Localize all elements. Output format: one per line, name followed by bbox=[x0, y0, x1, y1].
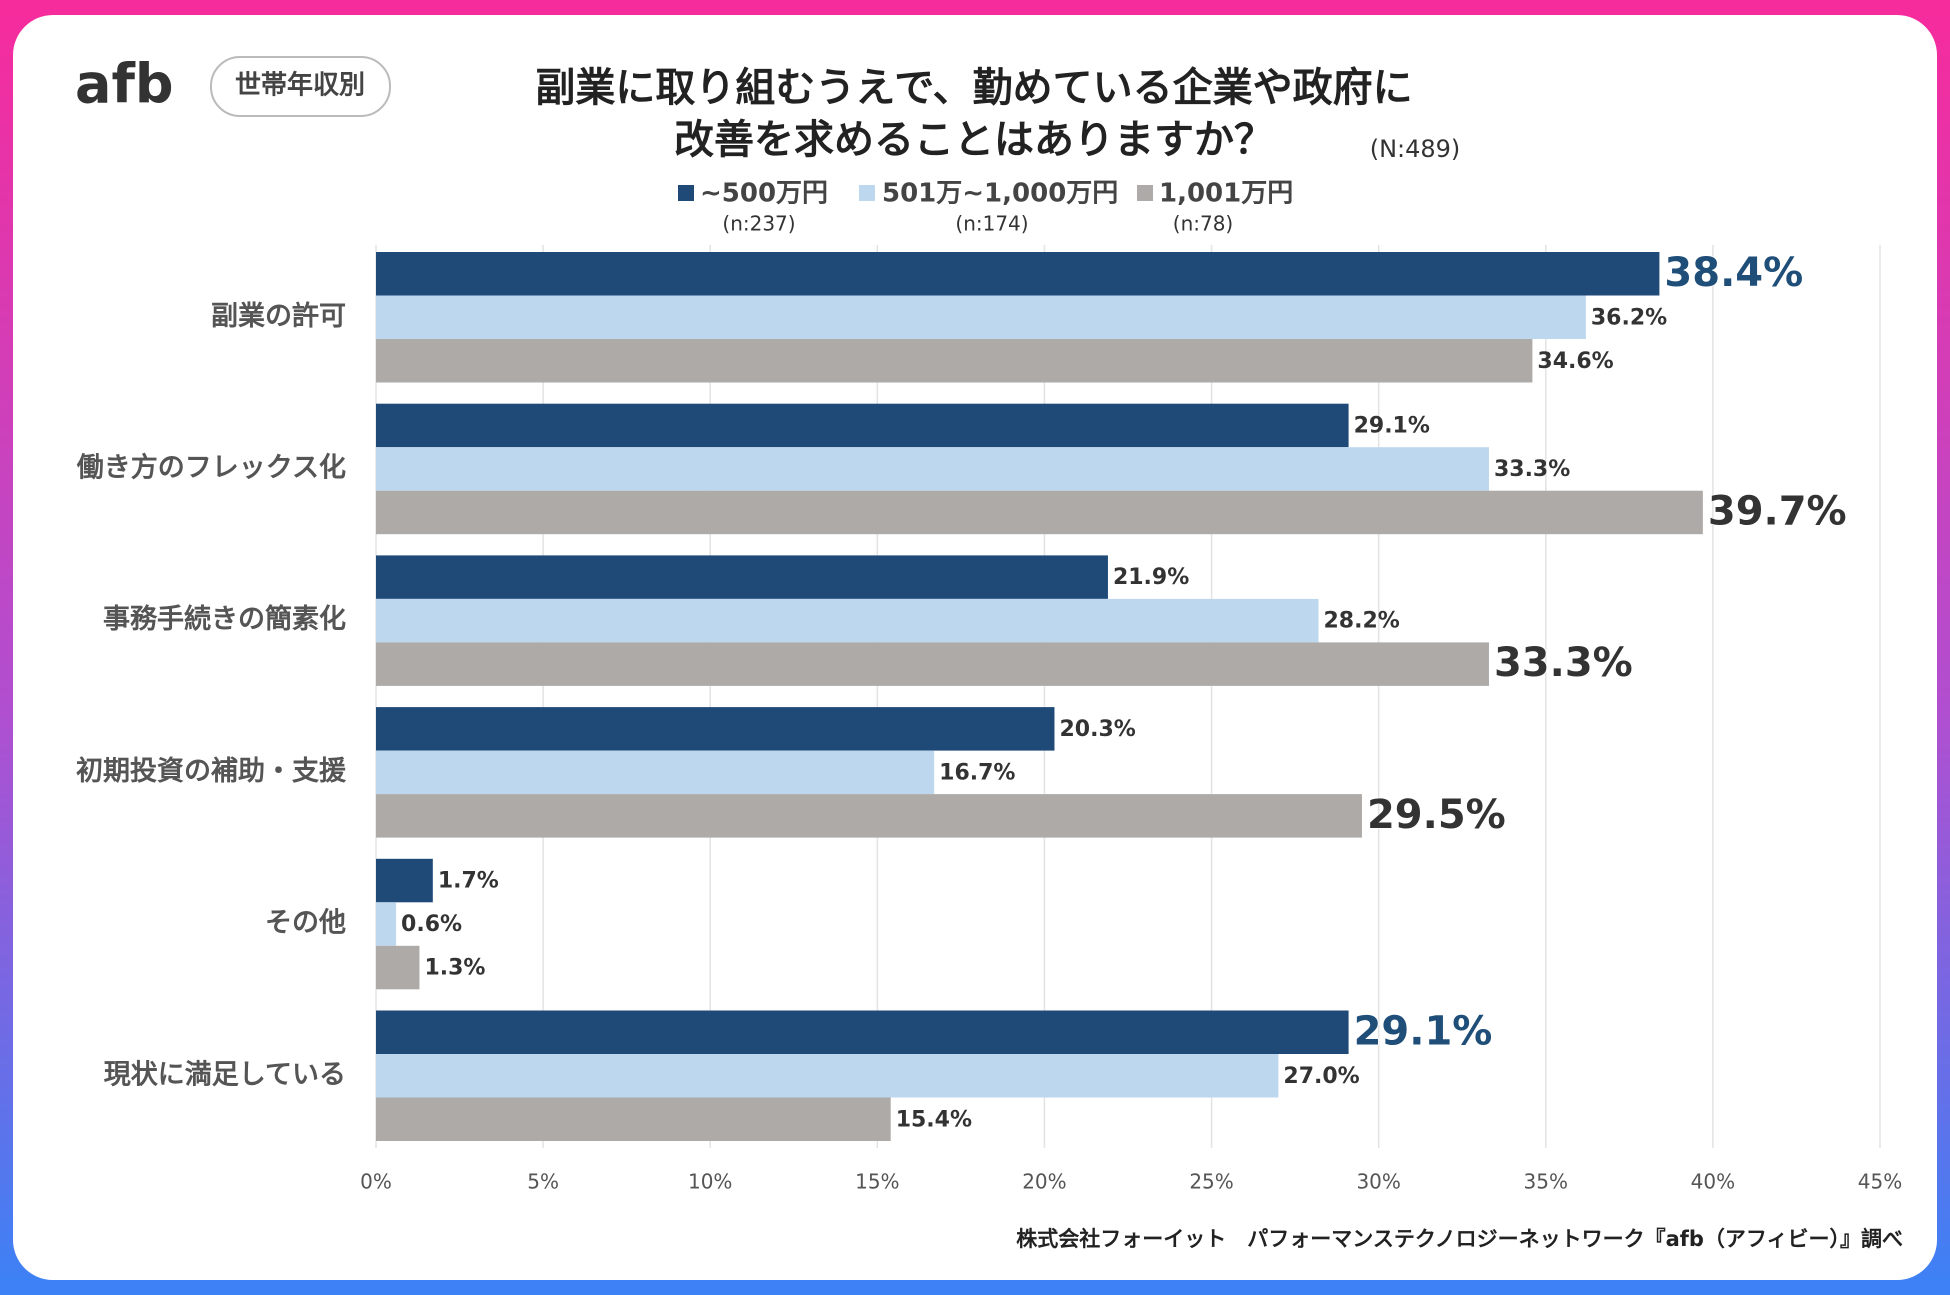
y-tick-label: 初期投資の補助・支援 bbox=[76, 756, 347, 787]
bar bbox=[376, 1097, 891, 1141]
legend-swatch bbox=[678, 185, 694, 201]
legend-sample: (n:174) bbox=[955, 212, 1028, 236]
x-tick-label: 35% bbox=[1524, 1170, 1568, 1194]
x-tick-label: 10% bbox=[688, 1170, 732, 1194]
title-line: 改善を求めることはありますか？ bbox=[674, 117, 1274, 163]
bar bbox=[376, 1054, 1279, 1098]
y-tick-label: 現状に満足している bbox=[104, 1059, 346, 1090]
y-tick-label: 副業の許可 bbox=[211, 301, 346, 332]
bar bbox=[376, 642, 1489, 686]
bar bbox=[376, 902, 397, 946]
y-tick-label: 働き方のフレックス化 bbox=[77, 451, 346, 483]
value-label: 21.9% bbox=[1113, 565, 1189, 590]
y-tick-label: 事務手続きの簡素化 bbox=[103, 603, 346, 635]
value-label-emphasis: 29.5% bbox=[1367, 792, 1506, 838]
value-label: 36.2% bbox=[1591, 305, 1667, 330]
value-label: 1.7% bbox=[438, 869, 499, 894]
value-label-emphasis: 29.1% bbox=[1354, 1008, 1493, 1054]
bar bbox=[376, 447, 1489, 491]
bar bbox=[376, 295, 1586, 339]
bar bbox=[376, 945, 420, 990]
x-tick-label: 5% bbox=[527, 1170, 559, 1194]
bar bbox=[376, 794, 1362, 838]
bar bbox=[376, 555, 1108, 599]
legend-swatch bbox=[1137, 185, 1153, 201]
badge bbox=[210, 56, 391, 117]
value-label: 27.0% bbox=[1283, 1064, 1359, 1089]
title-line: 副業に取り組むうえで、勤めている企業や政府に bbox=[535, 65, 1412, 111]
value-label: 16.7% bbox=[939, 760, 1015, 785]
bar bbox=[376, 252, 1660, 296]
legend-sample: (n:237) bbox=[722, 212, 795, 236]
x-tick-label: 15% bbox=[855, 1170, 899, 1194]
value-label: 28.2% bbox=[1324, 609, 1400, 634]
legend-label: 1,001万円 bbox=[1159, 179, 1293, 209]
value-label-emphasis: 38.4% bbox=[1664, 250, 1803, 296]
value-label: 15.4% bbox=[896, 1107, 972, 1132]
y-tick-label: その他 bbox=[265, 908, 346, 939]
value-label: 29.1% bbox=[1354, 413, 1430, 438]
x-tick-label: 45% bbox=[1858, 1170, 1902, 1194]
x-tick-label: 25% bbox=[1189, 1170, 1233, 1194]
badge-text: 世帯年収別 bbox=[235, 70, 365, 101]
legend-label: ~500万円 bbox=[700, 179, 828, 209]
bar bbox=[376, 707, 1055, 751]
x-tick-label: 40% bbox=[1691, 1170, 1735, 1194]
bar bbox=[376, 403, 1349, 448]
bar bbox=[376, 339, 1533, 383]
x-tick-label: 0% bbox=[360, 1170, 392, 1194]
bar bbox=[376, 750, 935, 795]
x-tick-label: 30% bbox=[1356, 1170, 1400, 1194]
legend-swatch bbox=[859, 185, 875, 201]
legend-sample: (n:78) bbox=[1173, 212, 1233, 236]
value-label: 0.6% bbox=[401, 912, 462, 937]
sample-size: (N:489) bbox=[1370, 135, 1461, 163]
value-label-emphasis: 33.3% bbox=[1494, 640, 1633, 686]
value-label-emphasis: 39.7% bbox=[1708, 488, 1847, 534]
x-tick-label: 20% bbox=[1022, 1170, 1066, 1194]
bar bbox=[376, 490, 1703, 535]
value-label: 34.6% bbox=[1537, 349, 1613, 374]
bar bbox=[376, 598, 1319, 643]
bar bbox=[376, 858, 433, 903]
value-label: 33.3% bbox=[1494, 457, 1570, 482]
legend-label: 501万~1,000万円 bbox=[882, 179, 1118, 209]
value-label: 1.3% bbox=[424, 956, 485, 981]
brand-logo: afb bbox=[75, 53, 174, 116]
source: 株式会社フォーイット パフォーマンステクノロジーネットワーク『afb（アフィビー… bbox=[1016, 1227, 1903, 1251]
bar bbox=[376, 1010, 1349, 1054]
value-label: 20.3% bbox=[1059, 717, 1135, 742]
